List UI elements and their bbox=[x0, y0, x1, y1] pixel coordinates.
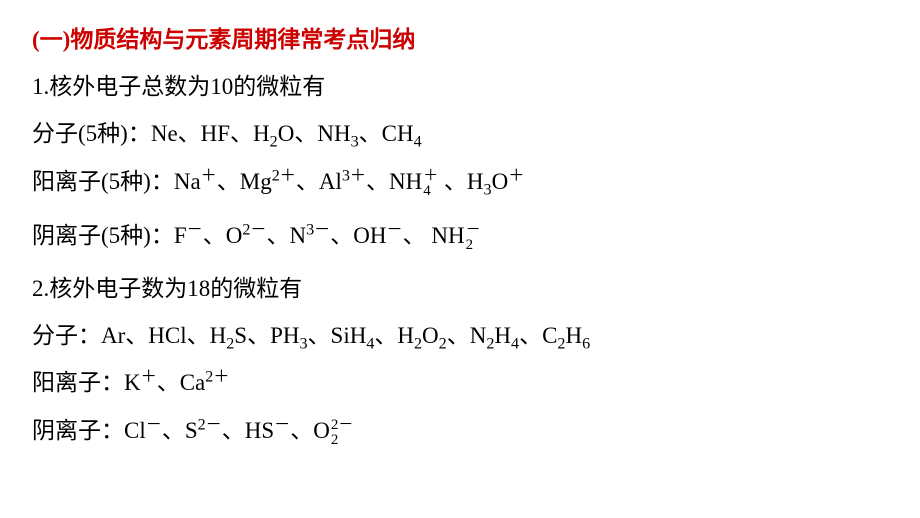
cation-label-2: 阳离子： bbox=[32, 370, 124, 395]
cation-list-1: Na＋、Mg2＋、Al3＋、NH＋4 、H3O＋ bbox=[174, 169, 524, 194]
cation-label-1: 阳离子(5种)： bbox=[32, 169, 174, 194]
section-heading: (一)物质结构与元素周期律常考点归纳 bbox=[32, 28, 888, 51]
anion-label-2: 阴离子： bbox=[32, 418, 124, 443]
anion-line-2: 阴离子：Cl－、S2－、HS－、O2－2 bbox=[32, 418, 888, 448]
anion-list-2: Cl－、S2－、HS－、O2－2 bbox=[124, 418, 353, 443]
subsection-2-title: 2.核外电子数为18的微粒有 bbox=[32, 277, 888, 300]
cation-list-2: K＋、Ca2＋ bbox=[124, 370, 229, 395]
anion-list-1: F－、O2－、N3－、OH－、 NH－2 bbox=[174, 223, 481, 248]
molecule-label-1: 分子(5种)： bbox=[32, 121, 151, 146]
cation-line-2: 阳离子：K＋、Ca2＋ bbox=[32, 371, 888, 394]
anion-label-1: 阴离子(5种)： bbox=[32, 223, 174, 248]
molecule-label-2: 分子： bbox=[32, 323, 101, 348]
molecule-list-2: Ar、HCl、H2S、PH3、SiH4、H2O2、N2H4、C2H6 bbox=[101, 323, 590, 348]
anion-line-1: 阴离子(5种)：F－、O2－、N3－、OH－、 NH－2 bbox=[32, 223, 888, 253]
molecule-list-1: Ne、HF、H2O、NH3、CH4 bbox=[151, 121, 422, 146]
molecule-line-1: 分子(5种)：Ne、HF、H2O、NH3、CH4 bbox=[32, 122, 888, 145]
molecule-line-2: 分子：Ar、HCl、H2S、PH3、SiH4、H2O2、N2H4、C2H6 bbox=[32, 324, 888, 347]
cation-line-1: 阳离子(5种)：Na＋、Mg2＋、Al3＋、NH＋4 、H3O＋ bbox=[32, 169, 888, 199]
subsection-1-title: 1.核外电子总数为10的微粒有 bbox=[32, 75, 888, 98]
